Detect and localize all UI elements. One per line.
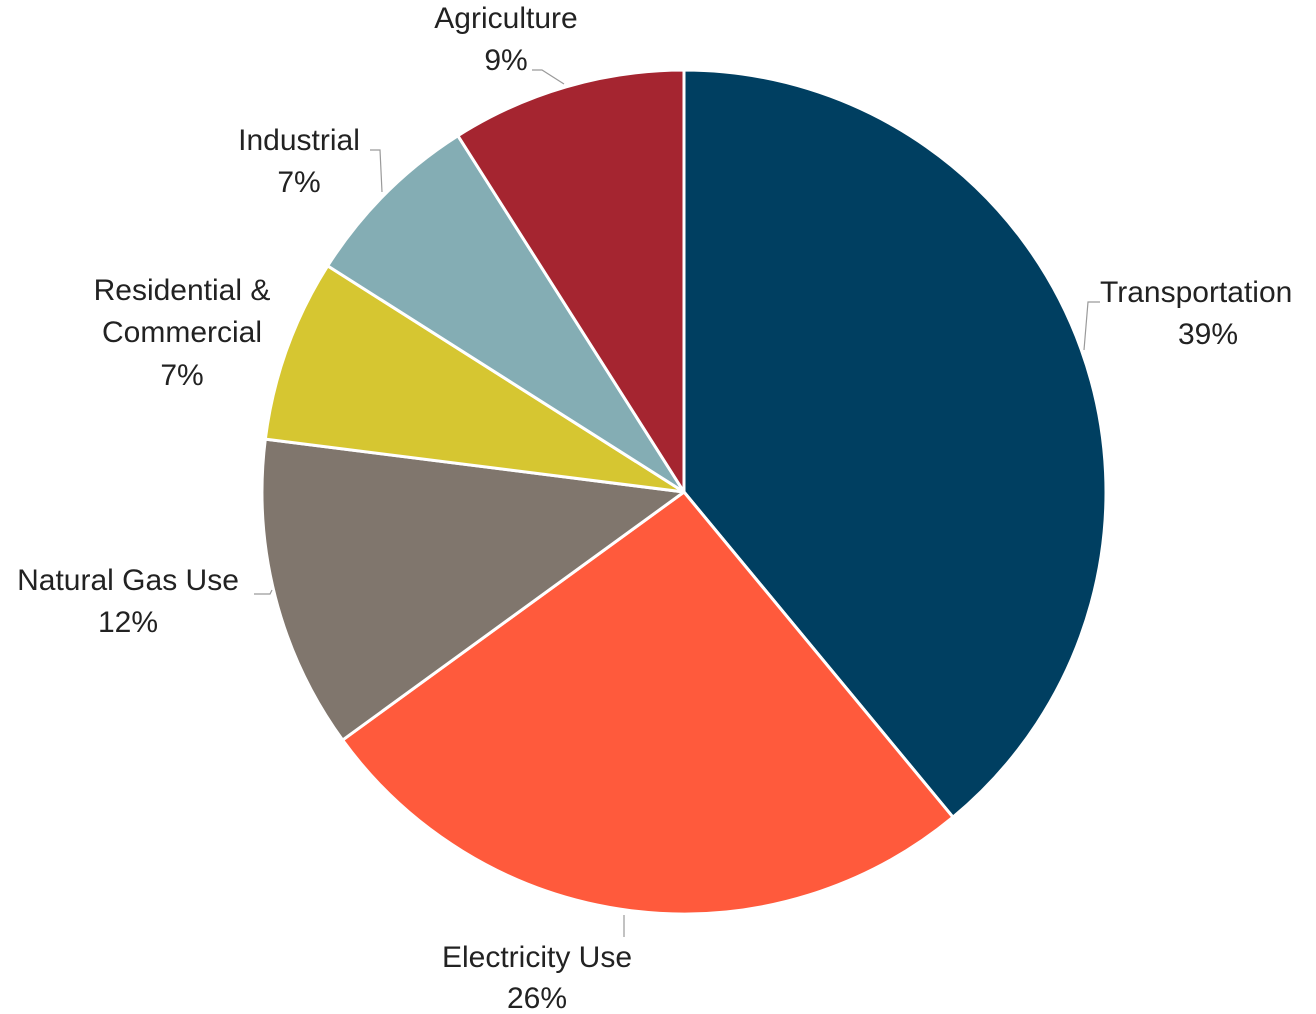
pie-slice-electricity-use [341, 490, 955, 916]
slice-value-electricity: 26% [507, 982, 567, 1014]
slice-value-natural-gas: 12% [98, 606, 158, 639]
leader-line-agriculture [532, 69, 565, 85]
pie-slice-industrial [326, 134, 686, 494]
slice-value-residential: 7% [160, 359, 203, 392]
slice-label-residential-line1: Residential & [94, 274, 271, 307]
leader-line-transportation [1083, 301, 1100, 351]
slice-label-industrial: Industrial [238, 124, 360, 157]
slice-label-residential-line2: Commercial [102, 316, 262, 349]
pie-slice-natural-gas-use [260, 437, 686, 742]
slice-label-electricity: Electricity Use [442, 941, 632, 974]
slice-label-natural-gas: Natural Gas Use [17, 564, 239, 597]
slice-labels: Transportation 39% Electricity Use 26% N… [17, 2, 1292, 1014]
slice-label-transportation: Transportation [1100, 276, 1292, 309]
leader-line-natural-gas [254, 589, 273, 595]
slice-value-agriculture: 9% [484, 44, 527, 77]
pie-slice-agriculture [456, 68, 686, 494]
leader-lines [254, 69, 1100, 937]
slice-label-agriculture: Agriculture [434, 2, 577, 35]
leader-line-industrial [370, 149, 383, 193]
pie-slices [260, 68, 1108, 916]
slice-value-industrial: 7% [277, 166, 320, 199]
pie-slice-transportation [682, 68, 1108, 819]
slice-value-transportation: 39% [1178, 318, 1238, 351]
pie-slice-residential-commercial [263, 264, 686, 494]
